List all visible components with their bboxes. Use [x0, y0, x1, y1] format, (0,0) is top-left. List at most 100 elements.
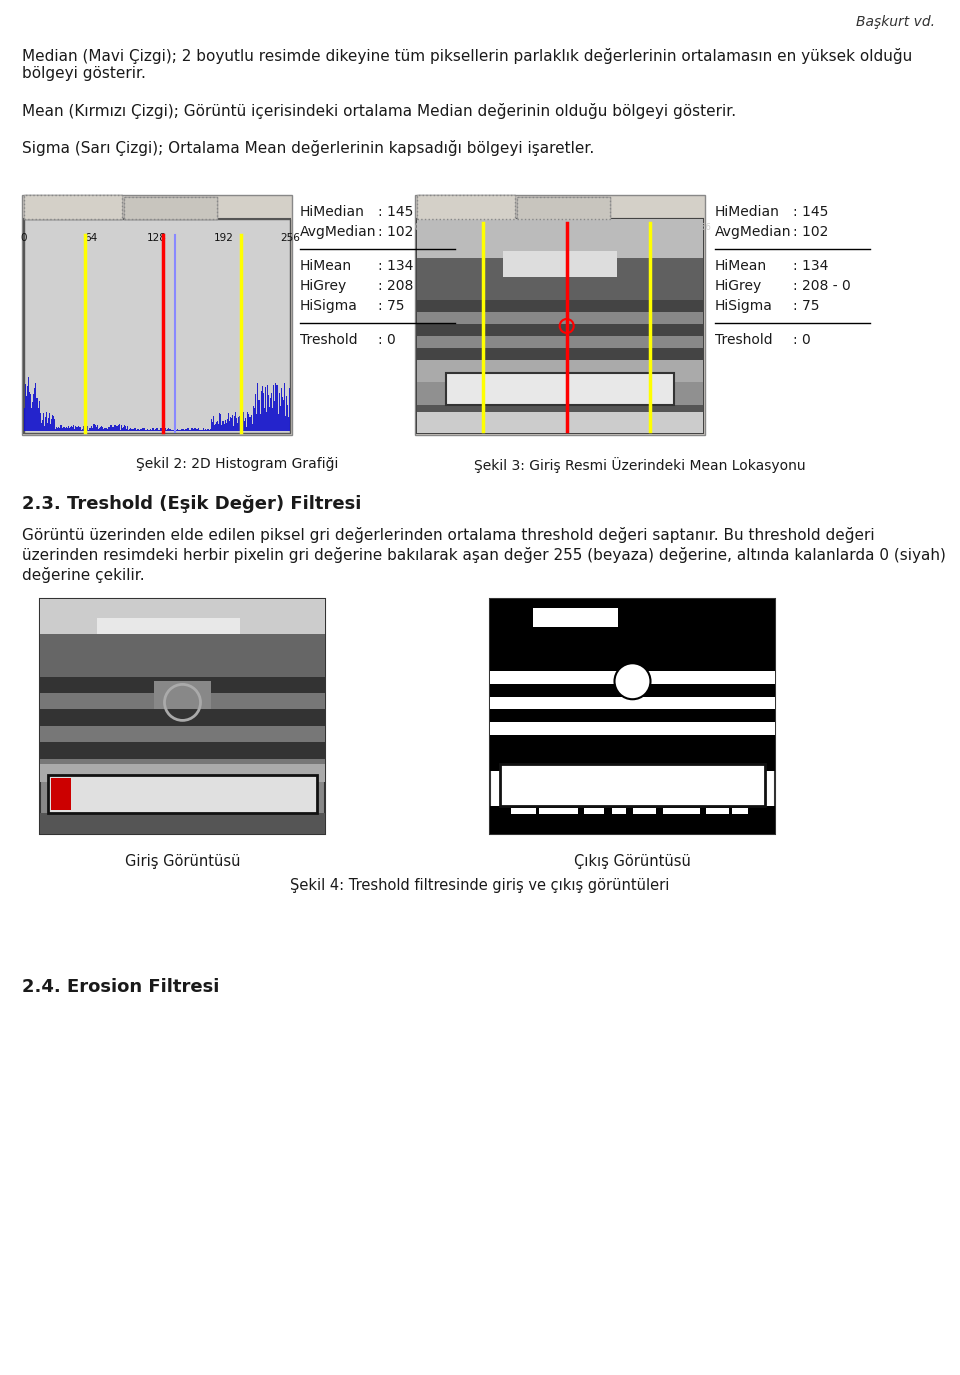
Bar	[284, 382, 285, 430]
Bar	[633, 808, 656, 814]
Bar	[126, 429, 127, 430]
Bar	[211, 419, 212, 430]
Bar	[201, 429, 202, 430]
Text: 42  KU  236: 42 KU 236	[519, 381, 600, 395]
Text: : 208 - 0: : 208 - 0	[793, 279, 851, 293]
Bar	[102, 428, 103, 430]
Bar	[130, 429, 131, 430]
Bar	[124, 197, 217, 219]
Bar	[109, 428, 110, 430]
Bar	[417, 360, 703, 382]
Text: HiMean: HiMean	[300, 258, 352, 274]
Text: : 208 - 0: : 208 - 0	[378, 279, 436, 293]
Bar	[155, 429, 156, 430]
Bar	[612, 808, 627, 814]
Bar	[500, 763, 765, 806]
Bar	[243, 412, 244, 430]
Bar	[213, 415, 214, 430]
Bar	[37, 408, 38, 430]
Text: : 145: : 145	[793, 205, 828, 219]
Bar	[237, 422, 238, 430]
Text: : 0: : 0	[378, 333, 396, 346]
Text: 0: 0	[415, 223, 420, 232]
Bar	[137, 429, 138, 430]
Bar	[275, 402, 276, 430]
Text: Histogram Graf: Histogram Graf	[420, 201, 512, 214]
Text: Treshold: Treshold	[300, 333, 358, 346]
Text: üzerinden resimdeki herbir pixelin gri değerine bakılarak aşan değer 255 (beyaza: üzerinden resimdeki herbir pixelin gri d…	[22, 547, 946, 562]
Bar	[40, 710, 325, 726]
Bar	[170, 429, 171, 430]
Text: AvgMedian: AvgMedian	[715, 226, 791, 239]
Bar	[70, 428, 71, 430]
Bar	[77, 428, 78, 430]
Bar	[204, 429, 205, 430]
Text: Sigma (Sarı Çizgi); Ortalama Mean değerlerinin kapsadığı bölgeyi işaretler.: Sigma (Sarı Çizgi); Ortalama Mean değerl…	[22, 140, 594, 155]
Bar	[241, 425, 242, 430]
Bar	[165, 428, 166, 430]
Bar	[40, 424, 41, 430]
Bar	[61, 425, 62, 430]
Bar	[216, 422, 217, 430]
Bar	[40, 600, 325, 835]
Bar	[280, 388, 281, 430]
Bar	[277, 414, 278, 430]
Bar	[511, 808, 537, 814]
Text: AvgMedian: AvgMedian	[300, 226, 376, 239]
Bar	[142, 428, 143, 430]
Bar	[247, 426, 248, 430]
Bar	[123, 428, 124, 430]
Bar	[687, 808, 700, 814]
Bar	[30, 393, 32, 430]
Text: 2.3. Treshold (Eşik Değer) Filtresi: 2.3. Treshold (Eşik Değer) Filtresi	[22, 495, 361, 513]
Bar	[107, 428, 108, 430]
Bar	[124, 197, 217, 219]
Text: değerine çekilir.: değerine çekilir.	[22, 566, 145, 583]
Bar	[40, 742, 325, 759]
Bar	[221, 414, 222, 430]
Text: Başkurt vd.: Başkurt vd.	[856, 15, 935, 29]
Bar	[24, 219, 290, 433]
Bar	[96, 428, 97, 430]
Bar	[265, 386, 266, 430]
Bar	[118, 425, 120, 430]
Text: : 102: : 102	[378, 226, 414, 239]
Text: 192: 192	[213, 232, 233, 243]
Bar	[240, 417, 241, 430]
Bar	[185, 429, 186, 430]
Bar	[88, 429, 89, 430]
Bar	[584, 808, 604, 814]
Text: Histogram Map: Histogram Map	[126, 204, 215, 216]
Bar	[73, 425, 74, 430]
Bar	[417, 219, 703, 257]
Bar	[134, 428, 135, 430]
Bar	[217, 421, 218, 430]
Bar	[150, 429, 151, 430]
Bar	[57, 428, 58, 430]
Bar	[279, 406, 280, 430]
Bar	[40, 759, 325, 776]
Bar	[124, 425, 125, 430]
Bar	[192, 428, 193, 430]
Bar	[28, 377, 29, 430]
Bar	[215, 424, 216, 430]
Bar	[114, 425, 115, 430]
Text: Görüntü üzerinden elde edilen piksel gri değerlerinden ortalama threshold değeri: Görüntü üzerinden elde edilen piksel gri…	[22, 527, 875, 543]
Bar	[224, 424, 225, 430]
Bar	[53, 417, 54, 430]
Bar	[35, 388, 36, 430]
Bar	[55, 429, 57, 430]
Bar	[206, 429, 208, 430]
Bar	[78, 426, 79, 430]
Text: 2.4. Erosion Filtresi: 2.4. Erosion Filtresi	[22, 978, 220, 996]
Bar	[258, 400, 259, 430]
Bar	[226, 424, 227, 430]
Bar	[203, 428, 204, 430]
Bar	[212, 422, 213, 430]
Text: HiGrey: HiGrey	[715, 279, 762, 293]
Bar	[24, 195, 122, 219]
Text: 128: 128	[552, 223, 568, 232]
Bar	[97, 617, 239, 646]
Bar	[261, 390, 262, 430]
Bar	[517, 197, 610, 219]
